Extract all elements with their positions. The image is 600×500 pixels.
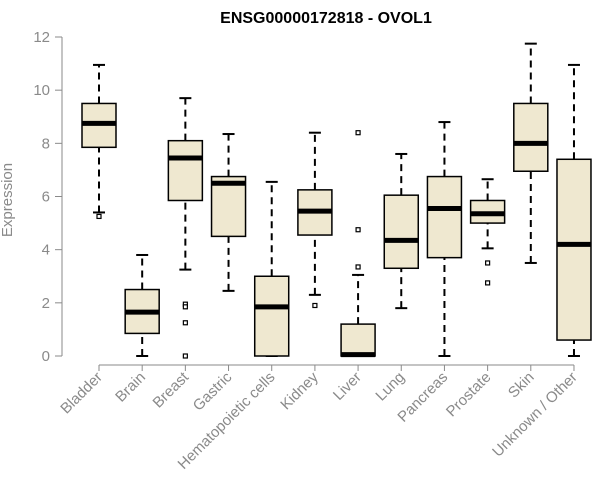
box-pancreas [426,121,463,357]
box-iqr [383,194,420,270]
box-skin [513,42,549,264]
outlier-point [485,260,491,266]
y-tick-label: 6 [42,189,50,206]
x-category-label: Bladder [57,369,106,418]
outlier-point [182,304,188,310]
box-kidney [297,131,333,309]
chart-title: ENSG00000172818 - OVOL1 [220,10,432,27]
y-tick-label: 10 [33,82,50,99]
outlier-point [485,280,491,286]
y-axis-label: Expression [0,163,16,237]
x-category-label: Breast [150,368,193,411]
box-lung [383,152,420,310]
box-bladder [81,63,117,220]
y-tick-label: 8 [42,135,50,152]
x-category-label: Lung [372,369,408,405]
box-iqr [210,175,247,238]
x-category-label: Liver [330,369,365,404]
box-iqr [253,275,290,357]
y-axis: 0 2 4 6 8 10 12 [33,29,63,365]
outlier-point [312,302,318,309]
box-iqr [340,323,376,357]
box-breast [167,97,204,359]
x-category-label: Prostate [443,369,495,421]
box-unknown-other [556,63,592,357]
x-category-label: Brain [112,369,149,406]
outlier-point [355,264,361,270]
outlier-point [355,130,361,136]
outlier-point [355,227,361,233]
x-category-label: Kidney [277,368,322,413]
y-tick-label: 4 [42,242,50,259]
y-tick-label: 12 [33,29,50,46]
box-iqr [426,175,463,259]
box-hematopoietic-cells [253,180,290,357]
outlier-point [182,320,188,326]
box-iqr [513,102,549,172]
box-iqr [167,139,204,202]
box-gastric [210,133,247,292]
box-iqr [556,158,592,341]
y-tick-label: 0 [42,348,50,365]
y-tick-label: 2 [42,295,50,312]
box-prostate [469,178,506,286]
x-category-label: Skin [505,369,538,402]
box-liver [340,130,376,358]
outlier-point [96,213,102,220]
box-brain [124,253,160,357]
boxes-group [81,42,592,359]
outlier-point [182,353,188,359]
